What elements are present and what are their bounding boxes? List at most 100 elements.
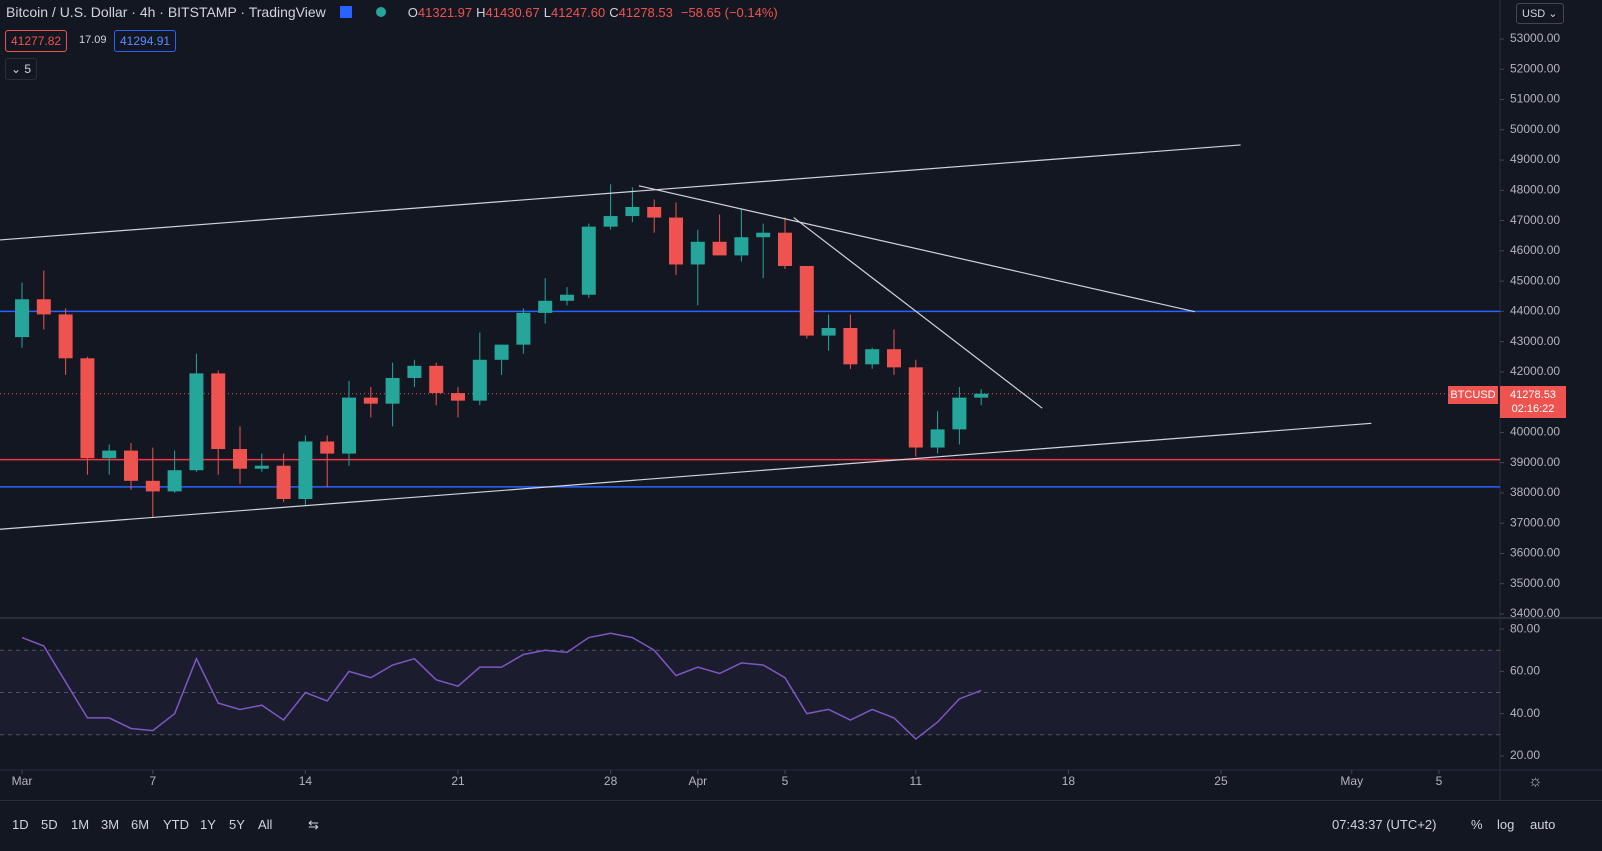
rsi-tick-label: 80.00 bbox=[1510, 621, 1540, 635]
candle-body bbox=[974, 393, 989, 398]
candle-body bbox=[756, 232, 771, 238]
candle-body bbox=[799, 265, 814, 336]
settings-icon[interactable]: ☼ bbox=[1528, 773, 1543, 790]
y-tick-label: 52000.00 bbox=[1510, 61, 1560, 75]
scale-button[interactable]: log bbox=[1497, 817, 1515, 832]
y-tick-label: 50000.00 bbox=[1510, 122, 1560, 136]
currency-button[interactable]: USD ⌄ bbox=[1516, 3, 1564, 24]
background bbox=[0, 0, 1602, 800]
ohlc-value: 41321.97 bbox=[417, 4, 473, 20]
scale-button[interactable]: % bbox=[1471, 817, 1483, 832]
y-tick-label: 40000.00 bbox=[1510, 425, 1560, 439]
candle-body bbox=[36, 299, 51, 315]
trend-line bbox=[0, 144, 1241, 241]
candle-body bbox=[538, 300, 553, 313]
ask-button[interactable]: 41294.91 bbox=[114, 30, 177, 52]
candle-body bbox=[451, 393, 466, 401]
x-tick-label: 5 bbox=[1436, 774, 1443, 788]
candle-body bbox=[211, 373, 226, 450]
symbol-price-tag: BTCUSD bbox=[1448, 386, 1498, 404]
trend-line bbox=[638, 185, 1195, 313]
x-tick-label: 7 bbox=[149, 774, 156, 788]
candle-body bbox=[472, 359, 487, 401]
ohlc-value: 41278.53 bbox=[618, 4, 673, 20]
range-button[interactable]: 1M bbox=[71, 817, 90, 832]
trend-line bbox=[0, 422, 1372, 530]
range-button[interactable]: 3M bbox=[101, 817, 120, 832]
ohlc-key: C bbox=[609, 4, 619, 20]
indicator-count: 5 bbox=[24, 62, 32, 76]
scale-button[interactable]: auto bbox=[1530, 817, 1556, 832]
ohlc-value: 41430.67 bbox=[485, 4, 540, 20]
candle-body bbox=[15, 299, 30, 338]
candle-body bbox=[429, 365, 444, 394]
countdown: 02:16:22 bbox=[1511, 403, 1555, 415]
candle-body bbox=[821, 328, 836, 336]
candle-body bbox=[777, 232, 792, 266]
rsi-tick-label: 60.00 bbox=[1510, 664, 1540, 678]
candle-body bbox=[908, 367, 923, 448]
ohlc-key: O bbox=[407, 4, 418, 20]
candle-body bbox=[385, 377, 400, 404]
candle-body bbox=[516, 312, 531, 345]
candle-body bbox=[494, 344, 509, 360]
ohlc-value: 41247.60 bbox=[551, 4, 606, 20]
candle-body bbox=[886, 349, 901, 368]
symbol-title: Bitcoin / U.S. Dollar · 4h · BITSTAMP · … bbox=[6, 4, 326, 20]
bid-button[interactable]: 41277.82 bbox=[5, 30, 68, 52]
range-button[interactable]: 6M bbox=[131, 817, 150, 832]
candle-body bbox=[559, 294, 574, 301]
range-button[interactable]: YTD bbox=[163, 817, 189, 832]
y-tick-label: 42000.00 bbox=[1510, 364, 1560, 378]
ohlc-key: L bbox=[543, 4, 551, 20]
spread: 17.09 bbox=[79, 34, 107, 46]
y-tick-label: 39000.00 bbox=[1510, 455, 1560, 469]
candle-body bbox=[189, 373, 204, 471]
range-button[interactable]: All bbox=[258, 817, 273, 832]
rsi-tick-label: 40.00 bbox=[1510, 706, 1540, 720]
candle-body bbox=[124, 450, 139, 481]
range-button[interactable]: 1Y bbox=[200, 817, 216, 832]
x-tick-label: Apr bbox=[688, 774, 707, 788]
ohlc-item: O41321.97 bbox=[408, 5, 472, 20]
ohlc-item: L41247.60 bbox=[544, 5, 605, 20]
candle-body bbox=[407, 365, 422, 378]
y-tick-label: 45000.00 bbox=[1510, 273, 1560, 287]
y-tick-label: 47000.00 bbox=[1510, 213, 1560, 227]
x-tick-label: 18 bbox=[1062, 774, 1076, 788]
ohlc-key: H bbox=[476, 4, 486, 20]
last-price-tag: 41278.53 02:16:22 bbox=[1500, 386, 1566, 418]
range-button[interactable]: 1D bbox=[12, 817, 29, 832]
ohlc-item: C41278.53 bbox=[609, 5, 673, 20]
candle-body bbox=[342, 397, 357, 454]
status-icon bbox=[375, 7, 386, 17]
x-tick-label: 5 bbox=[782, 774, 789, 788]
x-tick-label: 21 bbox=[451, 774, 465, 788]
rsi-tick-label: 20.00 bbox=[1510, 748, 1540, 762]
clock: 07:43:37 (UTC+2) bbox=[1332, 817, 1437, 832]
ohlc: O41321.97 H41430.67 L41247.60 C41278.53 −58.… bbox=[408, 5, 778, 20]
indicators-toggle[interactable]: ⌄ 5 bbox=[5, 58, 38, 80]
ohlc-item: H41430.67 bbox=[476, 5, 540, 20]
change: −58.65 (−0.14%) bbox=[680, 4, 778, 20]
trend-line bbox=[793, 217, 1043, 409]
candle-body bbox=[603, 216, 618, 227]
candle-body bbox=[843, 328, 858, 365]
chart: 34000.00 35000.00 36000.00 37000.00 38000.00… bbox=[0, 0, 1602, 800]
rsi-line bbox=[21, 632, 982, 741]
x-tick-label: 14 bbox=[299, 774, 313, 788]
range-button[interactable]: 5D bbox=[41, 817, 58, 832]
candle-body bbox=[167, 470, 182, 492]
candle-body bbox=[145, 480, 160, 492]
flag-icon[interactable] bbox=[339, 6, 352, 18]
candle-body bbox=[254, 465, 269, 469]
range-button[interactable]: 5Y bbox=[229, 817, 245, 832]
compare-icon[interactable]: ⇆ bbox=[308, 817, 319, 832]
last-price: 41278.53 bbox=[1510, 389, 1556, 401]
y-tick-label: 46000.00 bbox=[1510, 243, 1560, 257]
candle-body bbox=[233, 449, 248, 469]
candle-body bbox=[647, 206, 662, 218]
candle-body bbox=[102, 450, 117, 459]
candle-body bbox=[276, 465, 291, 499]
